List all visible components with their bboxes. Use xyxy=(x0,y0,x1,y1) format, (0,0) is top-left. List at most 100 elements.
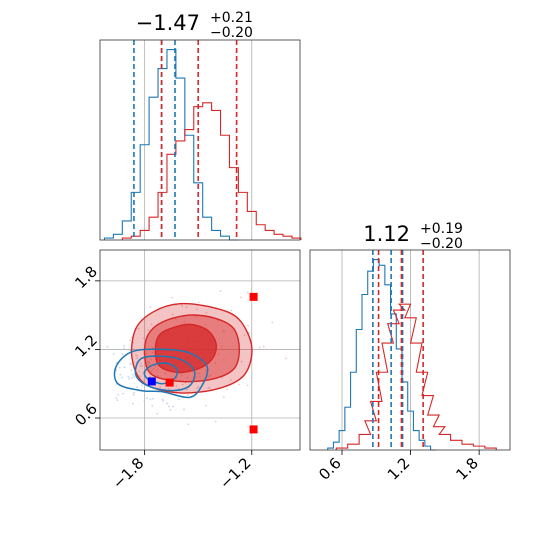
panel-bottom-right-quantile-lines xyxy=(372,250,424,450)
panel-bottom-left-sample-point xyxy=(154,365,157,368)
panel-bottom-left-sample-point xyxy=(139,362,142,365)
panel-bottom-left-sample-point xyxy=(116,399,119,402)
panel-bottom-left-sample-point xyxy=(151,405,154,407)
panel-bottom-left-y-tick-label-0: 0.6 xyxy=(71,400,101,430)
panel-bottom-left-marker-1 xyxy=(165,378,174,387)
panel-top-left-background xyxy=(100,40,300,240)
panel-bottom-left-sample-point xyxy=(217,352,220,355)
panel-bottom-right-title-sup: +0.19 xyxy=(420,221,463,237)
panel-bottom-left-sample-point xyxy=(132,393,135,396)
panel-bottom-left-sample-point xyxy=(221,345,223,347)
panel-bottom-left-sample-point xyxy=(139,365,142,367)
panel-bottom-left-sample-point xyxy=(195,372,198,375)
panel-bottom-left-sample-point xyxy=(123,345,125,347)
panel-bottom-left-sample-point xyxy=(106,346,109,348)
panel-bottom-left-sample-point xyxy=(246,384,249,387)
panel-bottom-left-sample-point xyxy=(185,306,188,309)
panel-bottom-left-sample-point xyxy=(156,412,159,415)
panel-bottom-left-sample-point xyxy=(137,327,140,330)
panel-bottom-left-sample-point xyxy=(214,362,217,365)
panel-bottom-left-sample-point xyxy=(230,379,232,382)
panel-bottom-left-sample-point xyxy=(169,409,172,411)
panel-bottom-left-sample-point xyxy=(123,366,126,369)
panel-bottom-left-y-ticks: 0.6 1.2 1.8 xyxy=(71,263,101,430)
panel-bottom-left-sample-point xyxy=(133,376,136,378)
panel-bottom-left-sample-point xyxy=(150,323,153,326)
panel-bottom-left-sample-point xyxy=(130,376,133,379)
panel-bottom-left-sample-point xyxy=(139,375,141,377)
panel-bottom-left-sample-point xyxy=(197,386,200,389)
panel-bottom-left-2d: −1.8 −1.2 0.6 1.2 1.8 xyxy=(71,249,301,493)
panel-bottom-left-sample-point xyxy=(285,357,287,360)
panel-bottom-left-sample-point xyxy=(223,359,225,361)
panel-bottom-left-sample-point xyxy=(181,383,184,386)
panel-bottom-left-sample-point xyxy=(138,370,141,373)
panel-bottom-right-title-sub: −0.20 xyxy=(420,236,463,252)
panel-top-left-title: −1.47 xyxy=(136,11,200,35)
panel-bottom-left-marker-2 xyxy=(249,292,258,301)
panel-bottom-left-sample-point xyxy=(219,290,222,293)
panel-bottom-left-sample-point xyxy=(149,398,152,401)
panel-bottom-left-x-ticks: −1.8 −1.2 xyxy=(109,450,255,493)
panel-bottom-left-sample-point xyxy=(161,398,164,401)
panel-bottom-left-sample-point xyxy=(271,321,274,324)
panel-bottom-left-sample-point xyxy=(130,363,133,366)
panel-bottom-left-marker-3 xyxy=(249,425,258,434)
panel-bottom-left-sample-point xyxy=(205,311,208,314)
panel-bottom-left-marker-0 xyxy=(147,377,156,386)
panel-bottom-left-sample-point xyxy=(129,362,131,365)
panel-top-left-series xyxy=(103,48,302,241)
panel-bottom-right-x-tick-label-2: 1.8 xyxy=(452,454,482,484)
panel-bottom-left-sample-point xyxy=(195,377,198,379)
panel-bottom-left-sample-point xyxy=(209,374,211,377)
panel-bottom-left-sample-point xyxy=(204,323,207,326)
panel-bottom-left-sample-point xyxy=(149,375,151,378)
panel-top-left-histogram: −1.47 +0.21 −0.20 xyxy=(99,10,302,241)
panel-bottom-left-sample-point xyxy=(135,354,137,357)
panel-bottom-left-blue-contour-1 xyxy=(134,355,196,392)
panel-bottom-left-sample-point xyxy=(226,388,228,391)
panel-bottom-left-sample-point xyxy=(198,375,201,378)
panel-bottom-left-sample-point xyxy=(162,399,165,402)
panel-bottom-left-sample-point xyxy=(121,353,124,355)
panel-bottom-right-histogram-series-0 xyxy=(327,258,437,451)
panel-bottom-left-sample-point xyxy=(143,400,146,403)
panel-bottom-left-sample-point xyxy=(187,423,190,426)
panel-bottom-left-red-contour-2 xyxy=(154,323,218,374)
panel-bottom-left-sample-point xyxy=(197,301,200,304)
panel-top-left-title-sub: −0.20 xyxy=(210,25,253,41)
panel-bottom-left-sample-point xyxy=(130,369,133,372)
panel-bottom-left-sample-point xyxy=(180,372,183,375)
panel-bottom-right-x-tick-label-1: 1.2 xyxy=(384,454,414,484)
panel-bottom-left-sample-point xyxy=(240,360,243,363)
panel-bottom-left-markers xyxy=(147,292,258,434)
panel-bottom-left-sample-point xyxy=(143,337,145,340)
panel-bottom-left-sample-point xyxy=(128,377,131,380)
panel-top-left-histogram-series-0 xyxy=(103,48,239,241)
panel-bottom-left-sample-point xyxy=(248,331,250,334)
panel-bottom-right-grid xyxy=(341,250,480,450)
panel-bottom-left-sample-point xyxy=(127,375,130,378)
panel-bottom-left-sample-point xyxy=(171,313,174,316)
panel-bottom-left-sample-point xyxy=(262,345,265,348)
panel-bottom-left-sample-point xyxy=(148,361,150,364)
panel-bottom-left-sample-point xyxy=(222,329,225,332)
panel-bottom-left-sample-point xyxy=(118,366,121,369)
panel-bottom-left-sample-point xyxy=(143,379,145,382)
panel-bottom-left-sample-point xyxy=(250,377,253,379)
panel-bottom-left-blue-contour-0 xyxy=(113,348,209,399)
panel-bottom-left-sample-point xyxy=(183,408,185,411)
panel-bottom-left-sample-point xyxy=(146,397,149,400)
panel-bottom-left-sample-point xyxy=(151,351,154,354)
panel-bottom-left-sample-point xyxy=(198,372,201,375)
panel-bottom-left-sample-point xyxy=(132,373,134,376)
panel-bottom-right-frame xyxy=(309,249,511,451)
panel-bottom-right-histogram-series-1 xyxy=(335,303,497,450)
panel-top-left-title-value: −1.47 xyxy=(136,11,200,35)
panel-bottom-left-sample-point xyxy=(121,392,124,395)
panel-bottom-left-sample-point xyxy=(146,361,149,363)
panel-bottom-right-background xyxy=(310,250,510,450)
panel-bottom-left-x-tick-label-0: −1.8 xyxy=(109,454,147,492)
panel-bottom-left-sample-point xyxy=(152,367,155,370)
